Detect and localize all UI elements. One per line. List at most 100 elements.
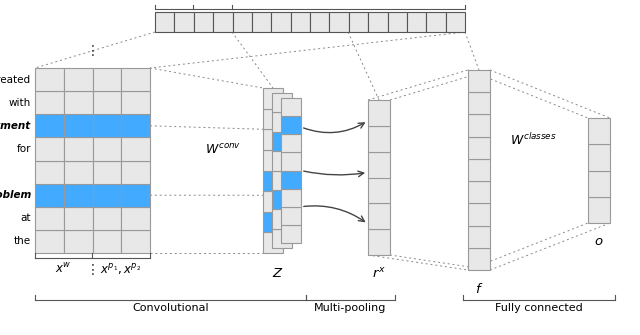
Bar xyxy=(368,152,390,178)
Text: $c_1^{ct}, c_2^{ct}$: $c_1^{ct}, c_2^{ct}$ xyxy=(156,0,192,2)
Bar xyxy=(252,12,271,32)
Bar xyxy=(291,12,310,32)
Bar xyxy=(93,160,121,184)
Bar xyxy=(263,109,283,129)
Bar xyxy=(232,12,252,32)
Text: $W^{conv}$: $W^{conv}$ xyxy=(205,143,241,157)
Bar xyxy=(588,197,610,223)
Text: $r^x$: $r^x$ xyxy=(372,267,386,281)
Bar xyxy=(93,91,121,114)
Bar xyxy=(468,159,490,181)
Bar xyxy=(387,12,407,32)
Bar xyxy=(368,12,387,32)
Text: treated: treated xyxy=(0,75,31,84)
Bar xyxy=(445,12,465,32)
Bar xyxy=(35,207,64,230)
Bar xyxy=(281,116,301,134)
Bar xyxy=(272,132,292,151)
Text: $c_2^w$: $c_2^w$ xyxy=(360,0,376,2)
Bar xyxy=(426,12,445,32)
Bar xyxy=(64,184,93,207)
Bar xyxy=(194,12,213,32)
Bar xyxy=(35,230,64,253)
Bar xyxy=(310,12,330,32)
Text: for: for xyxy=(17,144,31,154)
Bar xyxy=(281,207,301,225)
Bar xyxy=(35,184,64,207)
Bar xyxy=(64,160,93,184)
Bar xyxy=(281,225,301,243)
Bar xyxy=(35,114,64,137)
Bar xyxy=(349,12,368,32)
Bar xyxy=(35,137,64,160)
Bar xyxy=(93,230,121,253)
Bar xyxy=(368,203,390,229)
Bar xyxy=(281,134,301,152)
Bar xyxy=(121,114,150,137)
Bar xyxy=(468,115,490,137)
Text: ⋮: ⋮ xyxy=(86,263,99,277)
Bar xyxy=(281,98,301,116)
Bar xyxy=(588,171,610,197)
Text: ⋮: ⋮ xyxy=(86,44,99,58)
Bar xyxy=(263,129,283,150)
Bar xyxy=(121,230,150,253)
Bar xyxy=(93,207,121,230)
Bar xyxy=(368,126,390,152)
Text: $f$: $f$ xyxy=(475,282,483,296)
Bar xyxy=(368,229,390,255)
Bar xyxy=(64,137,93,160)
Bar xyxy=(263,150,283,171)
Text: treatment: treatment xyxy=(0,121,31,131)
Text: with: with xyxy=(9,98,31,108)
Bar xyxy=(468,248,490,270)
Bar xyxy=(35,68,64,91)
Text: the: the xyxy=(14,237,31,247)
Bar xyxy=(263,212,283,232)
Bar xyxy=(272,112,292,132)
Bar xyxy=(588,144,610,171)
Bar xyxy=(263,191,283,212)
Bar xyxy=(93,137,121,160)
Bar xyxy=(93,68,121,91)
Bar xyxy=(468,225,490,248)
Bar xyxy=(121,137,150,160)
Bar xyxy=(281,152,301,171)
Bar xyxy=(281,171,301,189)
Bar xyxy=(368,178,390,203)
Bar xyxy=(407,12,426,32)
Text: Convolutional: Convolutional xyxy=(132,303,209,313)
Bar xyxy=(468,203,490,225)
Text: Fully connected: Fully connected xyxy=(495,303,583,313)
Text: $x^{p_1}, x^{p_2}$: $x^{p_1}, x^{p_2}$ xyxy=(100,262,141,277)
Bar xyxy=(121,184,150,207)
Text: problem: problem xyxy=(0,190,31,200)
Bar xyxy=(330,12,349,32)
Bar xyxy=(468,92,490,115)
Text: $Z$: $Z$ xyxy=(272,267,284,280)
Bar xyxy=(281,189,301,207)
Bar xyxy=(35,160,64,184)
Text: Multi-pooling: Multi-pooling xyxy=(314,303,387,313)
Text: $x^w$: $x^w$ xyxy=(54,262,71,276)
Text: at: at xyxy=(20,213,31,223)
Bar xyxy=(263,88,283,109)
Bar xyxy=(35,91,64,114)
Text: $c_1^w$: $c_1^w$ xyxy=(205,0,220,2)
Bar xyxy=(121,91,150,114)
Bar xyxy=(155,12,174,32)
Bar xyxy=(64,230,93,253)
Bar xyxy=(271,12,291,32)
Bar xyxy=(272,171,292,190)
Bar xyxy=(93,184,121,207)
Bar xyxy=(468,70,490,92)
Bar xyxy=(64,207,93,230)
Bar xyxy=(272,151,292,171)
Bar xyxy=(93,114,121,137)
Bar xyxy=(64,68,93,91)
Bar xyxy=(213,12,232,32)
Bar xyxy=(263,232,283,253)
Bar xyxy=(263,171,283,191)
Bar xyxy=(64,114,93,137)
Bar xyxy=(121,68,150,91)
